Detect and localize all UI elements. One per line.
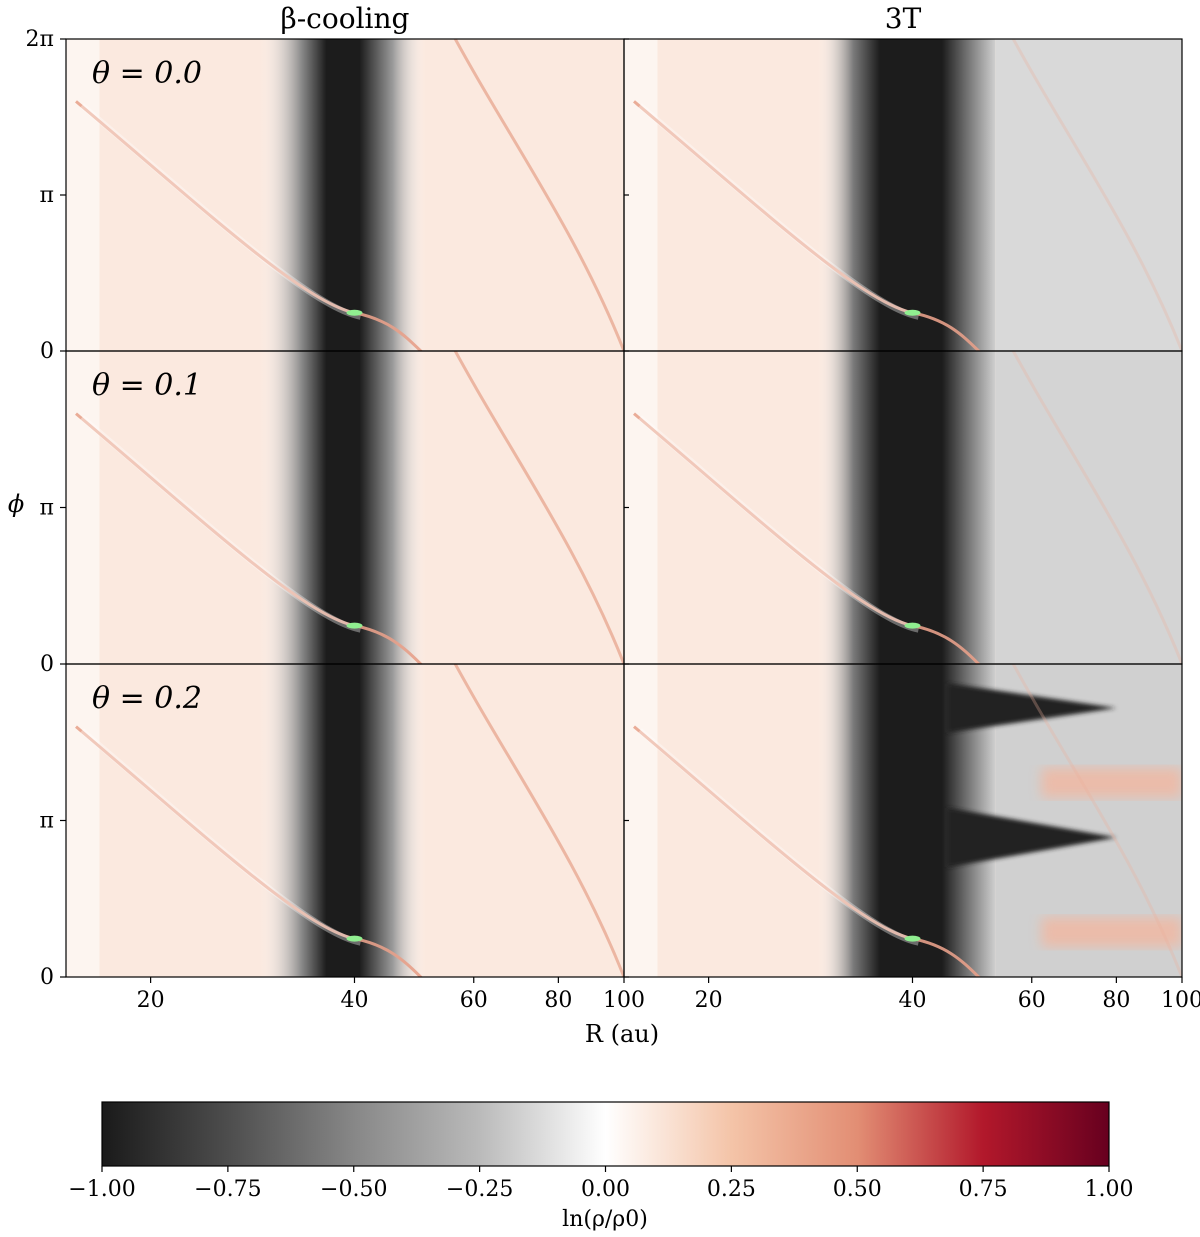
row-label-theta: θ = 0.0: [92, 56, 202, 91]
column-title-3T: 3T: [885, 2, 922, 35]
dark-tongue: [947, 683, 1117, 733]
planet-marker: [904, 622, 921, 629]
gap-region: [817, 351, 996, 664]
inner-edge-band: [624, 664, 658, 977]
planet-marker: [904, 935, 921, 942]
inner-spiral-wake: [75, 412, 355, 628]
x-tick-label: 20: [137, 988, 165, 1013]
inner-edge-band: [66, 351, 100, 664]
y-tick-label: 0: [40, 652, 54, 677]
inner-spiral-wake: [633, 100, 913, 315]
outer-spiral-wake-upper: [1011, 664, 1182, 977]
colorbar-tick-label: −0.25: [446, 1177, 513, 1202]
panel-3T-row0: [624, 39, 1182, 351]
panels-group: [66, 39, 1182, 977]
planet-marker: [904, 309, 921, 316]
outer-spiral-wake: [354, 311, 423, 351]
y-tick-label: π: [40, 183, 54, 208]
gap-region: [259, 351, 426, 664]
inner-spiral-shadow: [638, 415, 920, 633]
colorbar-tick-label: −0.50: [320, 1177, 387, 1202]
planet-marker: [346, 309, 363, 316]
outer-spiral-wake-upper: [453, 39, 624, 351]
outer-spiral-wake: [354, 624, 423, 664]
outer-disk-region: [995, 351, 1182, 664]
colorbar-tick-label: −0.75: [194, 1177, 261, 1202]
panel-3T-row1: [624, 351, 1182, 664]
outer-spiral-wake: [354, 937, 423, 977]
inner-edge-band: [66, 664, 100, 977]
inner-spiral-shadow: [80, 728, 362, 946]
colorbar: −1.00 −0.75 −0.50 −0.25 0.00 0.25 0.50 0.75 1.00…: [68, 1101, 1133, 1232]
gap-region: [817, 39, 996, 351]
x-tick-label: 40: [898, 988, 926, 1013]
dark-tongue: [947, 807, 1117, 868]
y-tick-label: π: [40, 496, 54, 521]
x-tick-label: 80: [544, 988, 572, 1013]
colorbar-tick-label: −1.00: [68, 1177, 135, 1202]
x-tick-label: 80: [1102, 988, 1130, 1013]
x-tick-label: 100: [1161, 988, 1200, 1013]
y-tick-label: 0: [40, 965, 54, 990]
axes-overlay: θ = 0.0 0 π 2π θ = 0.1 0 π θ = 0.2 0 π 20 40 60 80 100…: [26, 27, 1200, 1013]
inner-edge-band: [624, 39, 658, 351]
column-title-beta-cooling: β-cooling: [281, 2, 410, 35]
gap-region: [259, 664, 426, 977]
colorbar-tick-label: 0.75: [959, 1177, 1008, 1202]
y-tick-label: π: [40, 809, 54, 834]
y-tick-label: 2π: [26, 27, 54, 52]
colorbar-tick-label: 1.00: [1085, 1177, 1134, 1202]
colorbar-tick-label: 0.50: [833, 1177, 882, 1202]
x-axis-label: R (au): [585, 1020, 659, 1048]
outer-spiral-wake: [912, 311, 981, 351]
inner-spiral-shadow: [80, 103, 362, 320]
inner-spiral-wake: [75, 725, 355, 941]
colorbar-tick-label: 0.00: [581, 1177, 630, 1202]
planet-marker: [346, 935, 363, 942]
inner-spiral-shadow: [80, 415, 362, 633]
outer-spiral-wake-upper: [1011, 351, 1182, 664]
outer-spiral-wake: [912, 624, 981, 664]
x-tick-label: 40: [340, 988, 368, 1013]
x-tick-label: 60: [1018, 988, 1046, 1013]
inner-spiral-shadow: [638, 728, 920, 946]
row-label-theta: θ = 0.2: [92, 681, 202, 716]
panel-beta-row1: [66, 351, 624, 664]
inner-spiral-shadow: [638, 103, 920, 320]
overdense-band: [1041, 767, 1182, 798]
x-tick-label: 100: [603, 988, 645, 1013]
row-label-theta: θ = 0.1: [92, 368, 202, 403]
colorbar-tick-label: 0.25: [707, 1177, 756, 1202]
colorbar-gradient: [101, 1101, 1110, 1167]
colorbar-ticks: −1.00 −0.75 −0.50 −0.25 0.00 0.25 0.50 0.75 1.00: [68, 1166, 1133, 1202]
y-axis-label: ϕ: [8, 490, 24, 518]
inner-edge-band: [66, 39, 100, 351]
panel-beta-row2: [66, 664, 624, 977]
gap-region: [259, 39, 426, 351]
outer-disk-region: [995, 39, 1182, 351]
inner-spiral-wake: [633, 412, 913, 628]
outer-spiral-wake-upper: [1011, 39, 1182, 351]
overdense-band: [1041, 917, 1182, 948]
outer-spiral-wake-upper: [453, 664, 624, 977]
colorbar-label: ln(ρ/ρ0): [562, 1207, 648, 1232]
panel-3T-row2: [624, 664, 1182, 977]
x-tick-label: 20: [695, 988, 723, 1013]
x-tick-label: 60: [460, 988, 488, 1013]
inner-edge-band: [624, 351, 658, 664]
planet-marker: [346, 622, 363, 629]
panel-beta-row0: [66, 39, 624, 351]
outer-spiral-wake: [912, 937, 981, 977]
y-tick-label: 0: [40, 339, 54, 364]
inner-spiral-wake: [633, 725, 913, 941]
inner-spiral-wake: [75, 100, 355, 315]
outer-spiral-wake-upper: [453, 351, 624, 664]
